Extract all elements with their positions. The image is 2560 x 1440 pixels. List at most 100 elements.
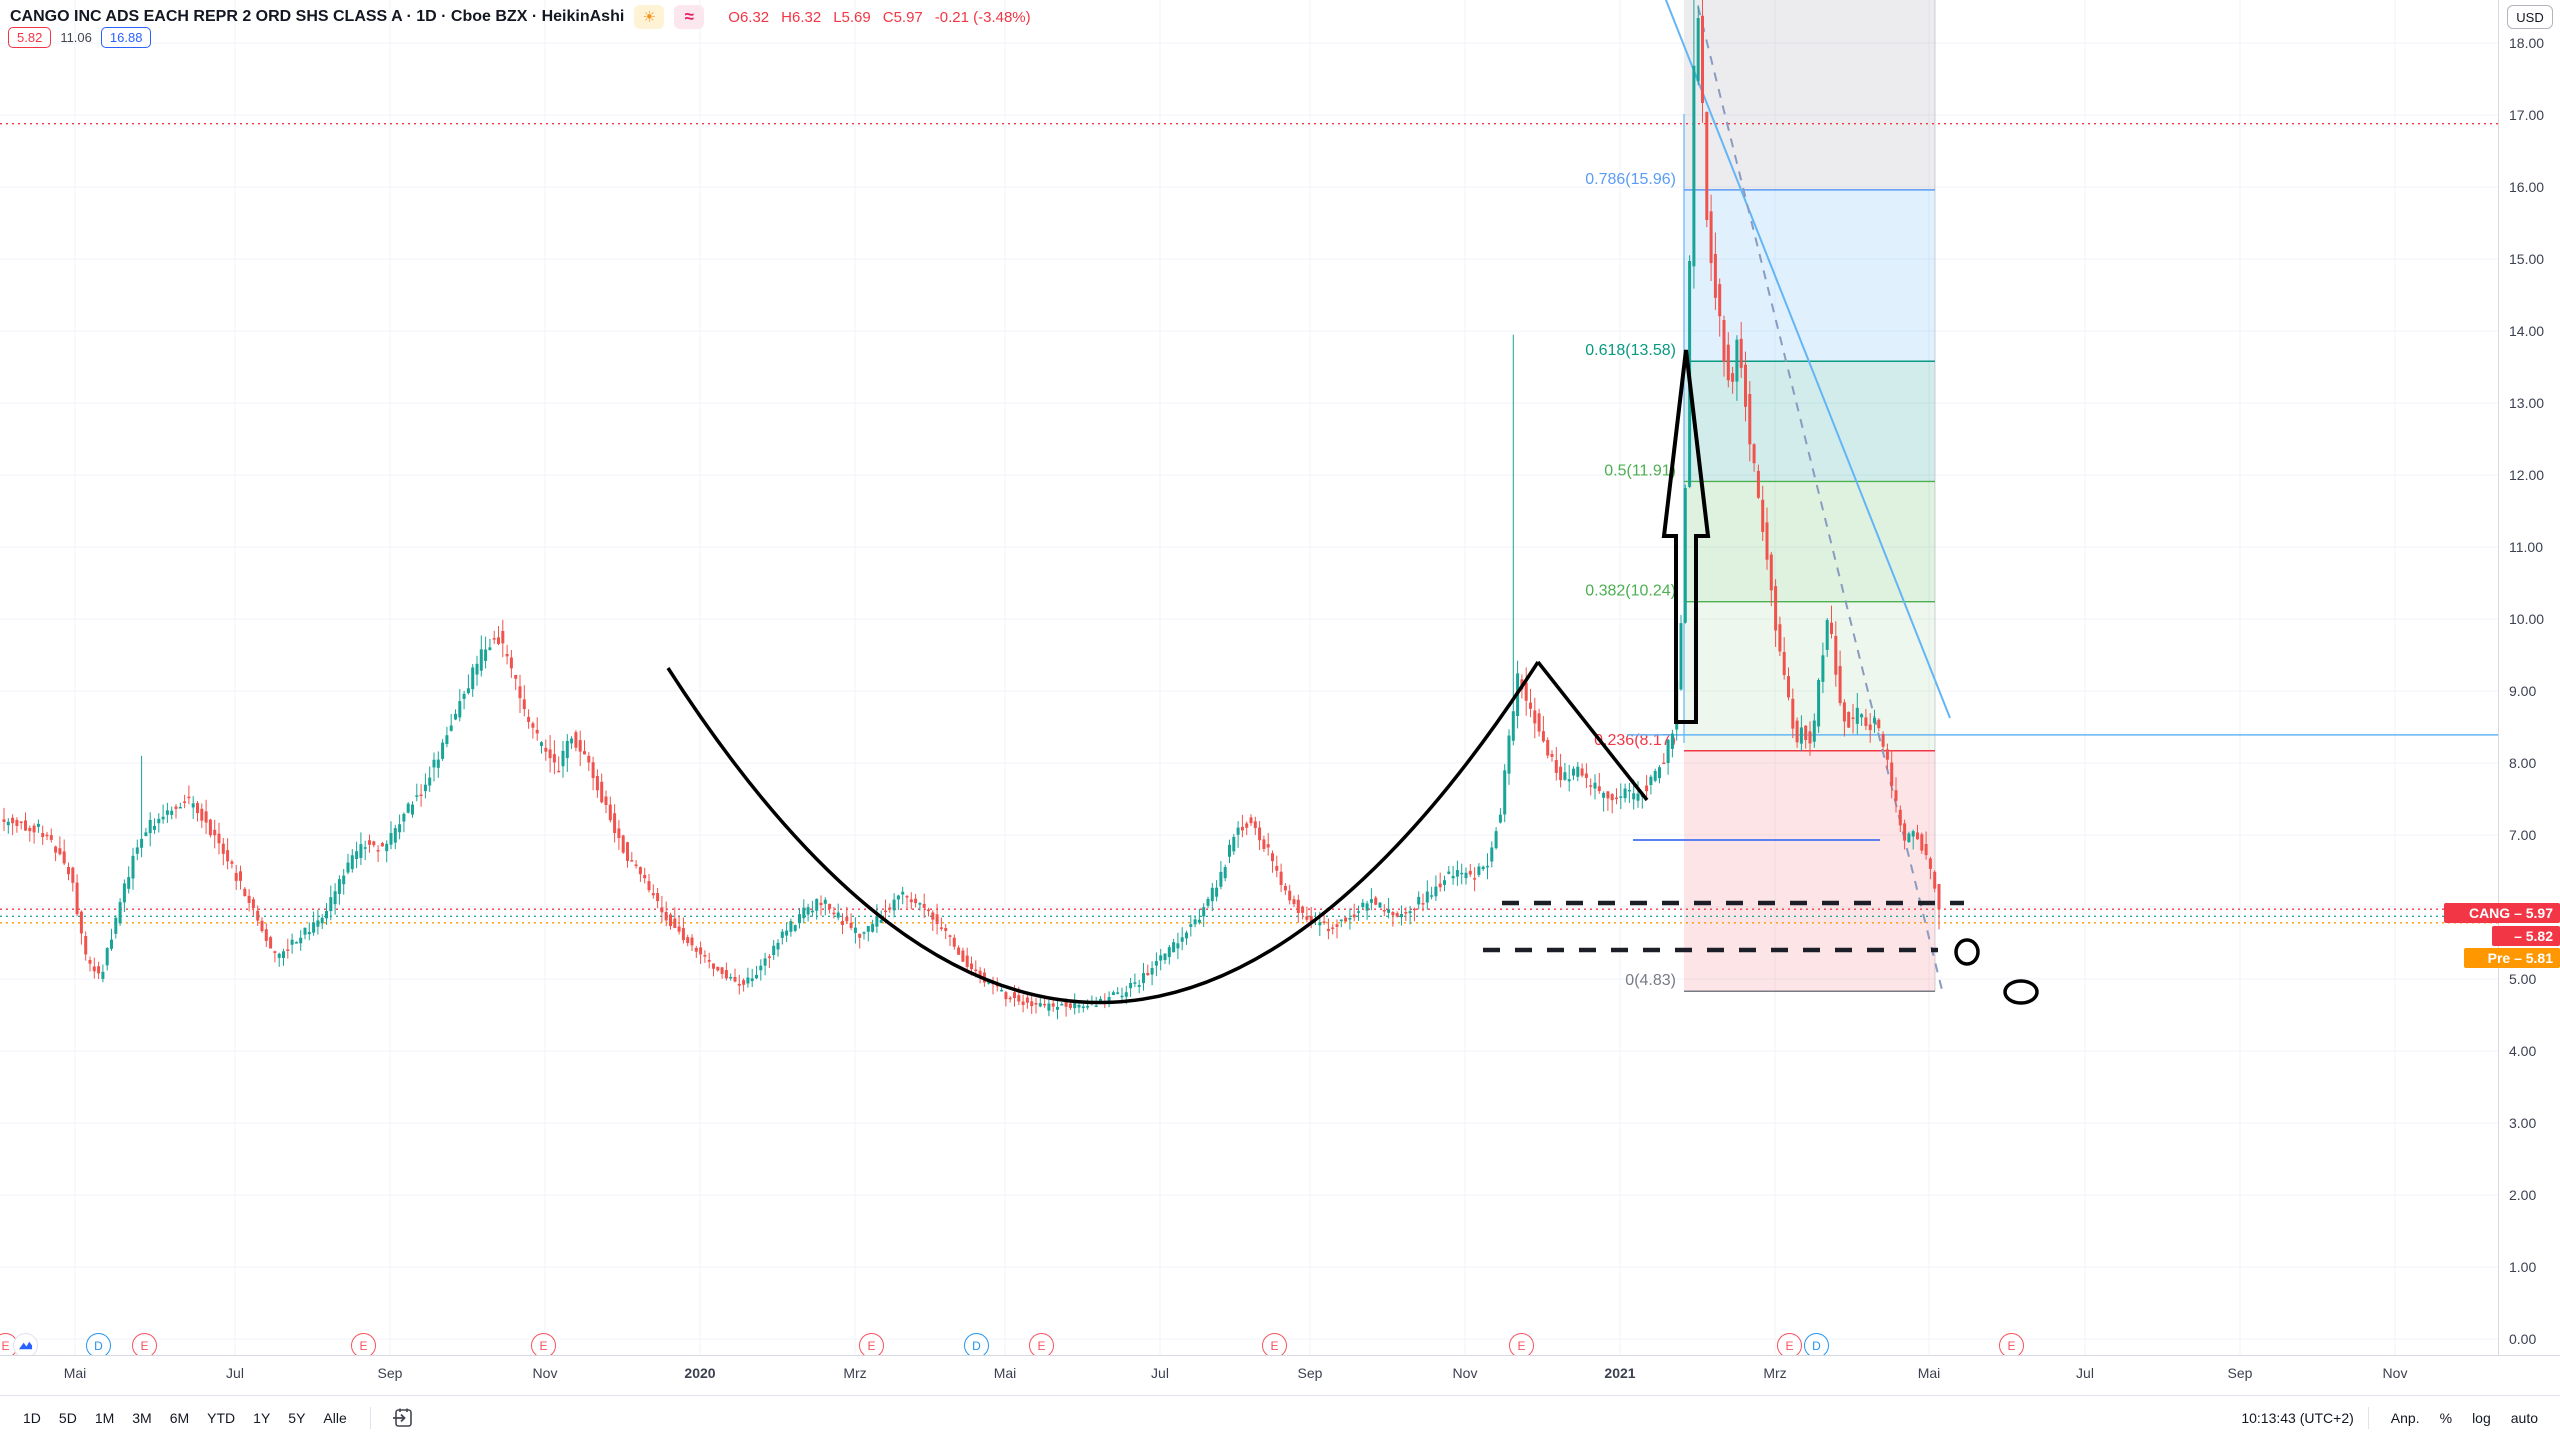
- candle-body: [1339, 919, 1343, 922]
- range-button-3m[interactable]: 3M: [123, 1406, 160, 1430]
- candle-body: [931, 912, 935, 920]
- range-button-ytd[interactable]: YTD: [198, 1406, 244, 1430]
- approx-data-icon[interactable]: ≈: [674, 5, 705, 29]
- candle-body: [239, 871, 242, 881]
- session-sun-icon[interactable]: ☀: [634, 5, 665, 29]
- earnings-marker[interactable]: E: [1509, 1333, 1534, 1355]
- candle-body: [1262, 839, 1266, 849]
- candle-body: [849, 922, 853, 928]
- price-tick-label: 12.00: [2509, 467, 2545, 483]
- candle-body: [58, 848, 62, 855]
- fib-level-label: 0.236(8.17): [1594, 732, 1676, 749]
- candle-body: [871, 924, 875, 932]
- candle-body: [1017, 995, 1021, 1002]
- range-button-1m[interactable]: 1M: [86, 1406, 123, 1430]
- candle-body: [337, 879, 341, 894]
- earnings-marker[interactable]: E: [1777, 1333, 1802, 1355]
- candle-body: [170, 810, 174, 815]
- candle-body: [1864, 717, 1868, 726]
- auto-scale-button[interactable]: auto: [2503, 1406, 2546, 1430]
- dividend-marker[interactable]: D: [1804, 1333, 1829, 1355]
- candle-body: [1172, 942, 1176, 953]
- candle-body: [1782, 651, 1786, 676]
- candle-body: [1572, 768, 1575, 776]
- earnings-marker[interactable]: E: [132, 1333, 157, 1355]
- currency-button[interactable]: USD: [2507, 5, 2553, 29]
- range-button-1y[interactable]: 1Y: [244, 1406, 279, 1430]
- earnings-marker[interactable]: E: [859, 1333, 884, 1355]
- ohlc-open: O6.32: [728, 8, 770, 26]
- candle-body: [221, 843, 225, 854]
- candle-body: [737, 983, 741, 986]
- candle-body: [1447, 871, 1451, 874]
- range-button-alle[interactable]: Alle: [314, 1406, 355, 1430]
- candle-body: [647, 881, 651, 891]
- candle-body: [1860, 714, 1864, 718]
- candle-body: [1851, 717, 1855, 719]
- candle-body: [1283, 885, 1287, 891]
- candle-body: [1623, 788, 1627, 799]
- candle-body: [664, 912, 668, 921]
- candle-body: [174, 806, 178, 809]
- candle-body: [1460, 872, 1464, 875]
- candle-body: [294, 942, 298, 944]
- earnings-marker[interactable]: E: [531, 1333, 556, 1355]
- candle-body: [1537, 713, 1541, 732]
- percent-scale-button[interactable]: %: [2432, 1406, 2460, 1430]
- candle-body: [1804, 725, 1808, 741]
- range-button-1d[interactable]: 1D: [14, 1406, 50, 1430]
- candle-body: [157, 818, 161, 824]
- price-tick-label: 15.00: [2509, 251, 2545, 267]
- chart-plot-area[interactable]: 0.786(15.96) 0.618(13.58) 0.5(11.91) 0.382(…: [0, 0, 2498, 1355]
- range-button-5d[interactable]: 5D: [50, 1406, 86, 1430]
- candle-body: [2, 819, 6, 822]
- dividend-marker[interactable]: D: [86, 1333, 111, 1355]
- range-button-6m[interactable]: 6M: [161, 1406, 198, 1430]
- candle-body: [359, 844, 363, 858]
- candle-body: [965, 955, 969, 967]
- candle-body: [557, 770, 561, 773]
- candle-body: [1718, 284, 1722, 317]
- time-axis[interactable]: Mai Jul Sep Nov 2020 Mrz Mai Jul Sep Nov 2021 Mrz Ma…: [0, 1355, 2560, 1396]
- price-chart-canvas[interactable]: 0.786(15.96) 0.618(13.58) 0.5(11.91) 0.382(…: [0, 0, 2498, 1355]
- earnings-marker[interactable]: E: [1262, 1333, 1287, 1355]
- earnings-marker[interactable]: E: [351, 1333, 376, 1355]
- price-axis[interactable]: USD 18.00 17.00 16.00 15.00 14.00 13.00 12.00 1…: [2444, 0, 2560, 1355]
- candle-body: [479, 649, 483, 671]
- candle-body: [1223, 867, 1227, 879]
- candle-body: [1752, 444, 1756, 464]
- candle-body: [1589, 785, 1593, 787]
- candle-body: [1425, 891, 1429, 903]
- earnings-marker[interactable]: E: [1029, 1333, 1054, 1355]
- candle-body: [376, 850, 380, 852]
- candle-body: [307, 931, 311, 935]
- candle-body: [1443, 880, 1446, 885]
- candle-body: [1210, 887, 1214, 902]
- goto-date-icon[interactable]: [391, 1406, 415, 1430]
- candle-body: [1507, 735, 1511, 774]
- fib-zone: [1684, 361, 1935, 482]
- range-button-5y[interactable]: 5Y: [279, 1406, 314, 1430]
- candle-body: [1705, 112, 1709, 221]
- time-tick-label: Jul: [1151, 1365, 1169, 1381]
- candle-body: [380, 843, 384, 847]
- level-badge-blue[interactable]: 16.88: [100, 27, 152, 48]
- candle-body: [484, 649, 488, 661]
- candle-body: [1189, 924, 1193, 927]
- candle-body: [892, 899, 896, 911]
- earnings-marker[interactable]: E: [1999, 1333, 2024, 1355]
- candle-body: [1907, 833, 1911, 843]
- symbol-title[interactable]: CANGO INC ADS EACH REPR 2 ORD SHS CLASS …: [10, 8, 625, 25]
- provider-logo-icon[interactable]: [13, 1333, 38, 1355]
- candle-body: [1352, 914, 1356, 918]
- clock-label[interactable]: 10:13:43 (UTC+2): [2241, 1410, 2354, 1426]
- candle-body: [1408, 911, 1412, 914]
- adjust-mode-button[interactable]: Anp.: [2383, 1406, 2428, 1430]
- alert-level-badge[interactable]: 5.82: [8, 27, 52, 48]
- candle-body: [1808, 731, 1812, 744]
- ohlc-change: -0.21 (-3.48%): [934, 8, 1031, 26]
- log-scale-button[interactable]: log: [2464, 1406, 2499, 1430]
- candle-body: [492, 638, 496, 640]
- candle-body: [19, 821, 23, 824]
- dividend-marker[interactable]: D: [964, 1333, 989, 1355]
